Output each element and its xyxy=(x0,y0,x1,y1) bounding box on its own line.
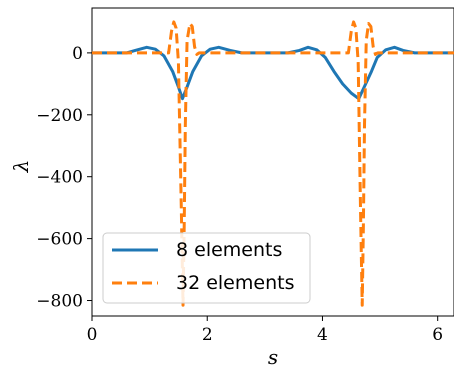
plot-area xyxy=(91,7,454,317)
y-tick-label: −400 xyxy=(36,168,83,188)
x-tick-label: 2 xyxy=(202,325,213,345)
legend-label-8-elements: 8 elements xyxy=(176,239,282,261)
y-axis: 0 −200 −400 −600 −800 xyxy=(36,44,92,312)
legend-label-32-elements: 32 elements xyxy=(176,272,294,294)
x-axis-label: s xyxy=(268,345,278,369)
series-line-0 xyxy=(92,45,454,101)
y-axis-label: λ xyxy=(9,160,33,174)
series-layer xyxy=(92,20,454,307)
x-tick-label: 0 xyxy=(87,325,98,345)
y-tick-label: −200 xyxy=(36,106,83,126)
series-line-1 xyxy=(92,20,454,307)
plot-frame xyxy=(91,7,454,317)
y-tick-label: −800 xyxy=(36,292,83,312)
x-axis: 0 2 4 6 xyxy=(87,316,443,345)
x-tick-label: 4 xyxy=(317,325,328,345)
x-tick-label: 6 xyxy=(432,325,443,345)
legend: 8 elements 32 elements xyxy=(102,232,311,304)
y-tick-label: −600 xyxy=(36,230,83,250)
y-tick-label: 0 xyxy=(72,44,83,64)
